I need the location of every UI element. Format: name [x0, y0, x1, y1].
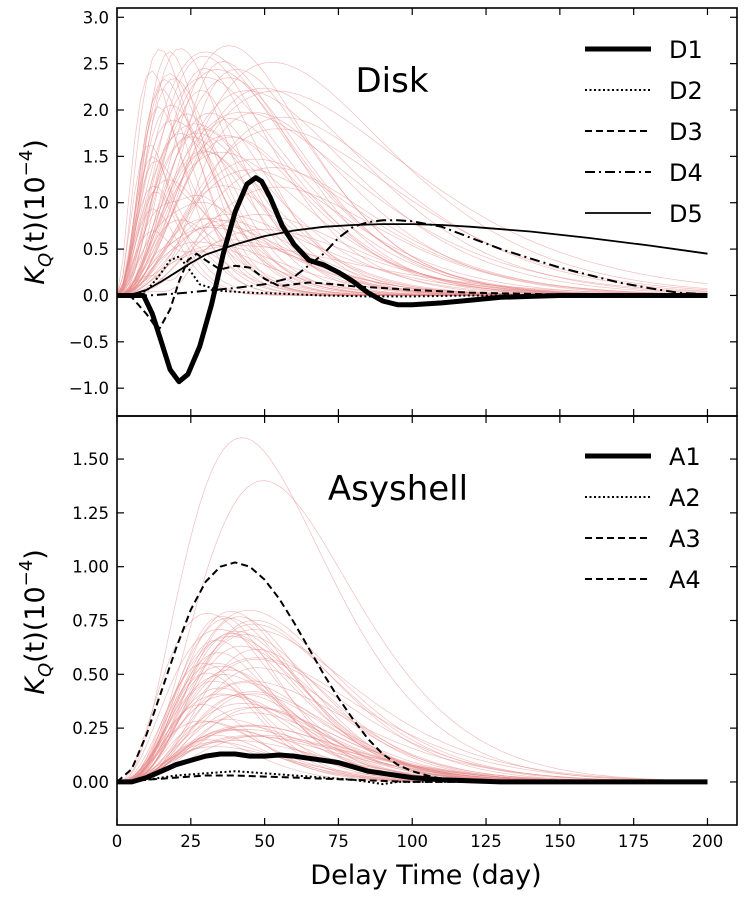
ensemble-curve: [117, 634, 708, 783]
x-tick-label: 125: [470, 832, 502, 851]
disk-y-ticks: −1.0 −0.5 0.0 0.5 1.0 1.5 2.0 2.5 3.0: [69, 8, 737, 398]
legend-label-d3: D3: [669, 118, 703, 146]
ensemble-curve: [117, 73, 708, 296]
y-tick-label: −0.5: [69, 333, 109, 352]
series-d4-line: [117, 219, 708, 297]
y-tick-label: 1.50: [72, 450, 109, 469]
ensemble-curve: [117, 135, 708, 296]
ensemble-curve: [117, 186, 708, 296]
x-axis-label: Delay Time (day): [310, 860, 541, 891]
ensemble-curve: [117, 633, 708, 783]
asyshell-x-ticks: 0 25 50 75 100 125 150 175 200: [112, 416, 723, 851]
ensemble-curve: [117, 629, 708, 783]
y-tick-label: 2.0: [83, 101, 109, 120]
disk-legend: D1 D2 D3 D4 D5: [585, 36, 703, 228]
ensemble-curve: [117, 639, 708, 783]
ensemble-curve: [117, 657, 708, 783]
x-tick-label: 50: [254, 832, 275, 851]
y-tick-label: 3.0: [83, 8, 109, 27]
series-d2-line: [117, 255, 708, 298]
ensemble-curve: [117, 61, 708, 296]
x-tick-label: 0: [112, 832, 123, 851]
y-tick-label: 1.25: [72, 504, 109, 523]
ensemble-curve: [117, 90, 708, 296]
ensemble-curve: [117, 169, 708, 296]
ensemble-curve: [117, 185, 708, 296]
x-tick-label: 75: [328, 832, 349, 851]
x-tick-label: 175: [618, 832, 650, 851]
legend-label-a1: A1: [669, 443, 701, 471]
ensemble-curve: [117, 218, 708, 296]
y-tick-label: 1.5: [83, 147, 109, 166]
legend-label-d1: D1: [669, 36, 703, 64]
ensemble-curve: [117, 630, 708, 783]
legend-label-a3: A3: [669, 525, 701, 553]
ensemble-curve: [117, 245, 708, 296]
y-tick-label: 0.0: [83, 286, 109, 305]
ensemble-curve: [117, 116, 708, 296]
ensemble-curve: [117, 635, 708, 783]
series-a3-line: [117, 561, 708, 783]
panel-asyshell: 0.00 0.25 0.50 0.75 1.00 1.25 1.50 0 25 50 75 100 1…: [16, 416, 737, 891]
ensemble-curve: [117, 87, 708, 296]
y-tick-label: 0.5: [83, 240, 109, 259]
y-tick-label: 0.75: [72, 612, 109, 631]
ensemble-curve: [117, 694, 708, 783]
x-tick-label: 25: [180, 832, 201, 851]
x-tick-label: 150: [544, 832, 576, 851]
disk-panel-title: Disk: [355, 61, 428, 101]
series-d5-line: [117, 223, 708, 297]
y-tick-label: 0.25: [72, 719, 109, 738]
ensemble-curve: [117, 219, 708, 296]
ensemble-curve: [117, 718, 708, 783]
ensemble-curve: [117, 437, 708, 783]
y-tick-label: 0.50: [72, 665, 109, 684]
y-tick-label: 1.0: [83, 194, 109, 213]
asyshell-panel-title: Asyshell: [328, 469, 468, 509]
ensemble-curve: [117, 90, 708, 296]
asyshell-series-lines: [117, 561, 708, 786]
series-d1-line: [117, 175, 708, 385]
panel-disk: −1.0−0.50.00.51.01.52.02.53.0 Disk D1D2D…: [16, 8, 737, 416]
disk-y-axis-label: KQ(t)(10−4): [16, 139, 56, 285]
ensemble-curve: [117, 241, 708, 296]
legend-label-d2: D2: [669, 77, 703, 105]
y-tick-label: 1.00: [72, 558, 109, 577]
asyshell-legend: A1 A2 A3 A4: [585, 443, 701, 594]
ensemble-curve: [117, 480, 708, 783]
asyshell-y-ticks: 0.00 0.25 0.50 0.75 1.00 1.25 1.50: [72, 450, 737, 792]
legend-label-a4: A4: [669, 566, 701, 594]
y-tick-label: 0.00: [72, 773, 109, 792]
y-tick-label: 2.5: [83, 55, 109, 74]
x-tick-label: 100: [396, 832, 428, 851]
ensemble-curve: [117, 113, 708, 296]
legend-label-d5: D5: [669, 200, 703, 228]
disk-series-lines: [117, 175, 708, 385]
ensemble-curve: [117, 629, 708, 783]
asyshell-axes-frame: [116, 415, 738, 826]
legend-label-d4: D4: [669, 159, 703, 187]
legend-label-a2: A2: [669, 484, 701, 512]
asyshell-y-axis-label: KQ(t)(10−4): [16, 549, 56, 695]
series-d3-line: [117, 252, 708, 332]
y-tick-label: −1.0: [69, 379, 109, 398]
x-tick-label: 200: [692, 832, 724, 851]
series-a4-line: [117, 774, 708, 783]
